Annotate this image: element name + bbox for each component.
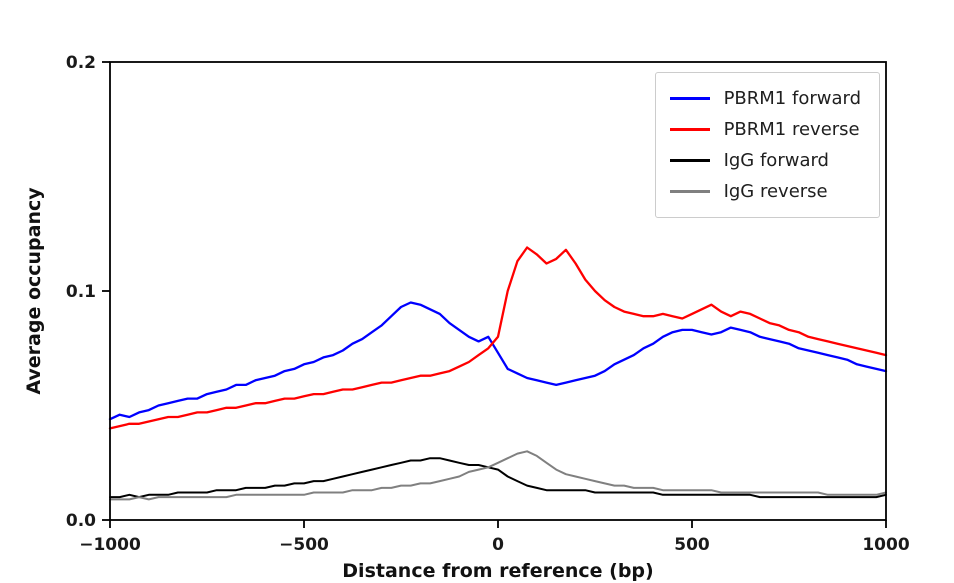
legend-line-swatch bbox=[669, 190, 710, 193]
legend-label: PBRM1 reverse bbox=[723, 119, 860, 140]
series-line-igg-reverse bbox=[109, 450, 887, 501]
legend-label: IgG forward bbox=[723, 150, 829, 171]
legend-label: IgG reverse bbox=[723, 181, 828, 202]
legend-item: PBRM1 reverse bbox=[669, 114, 861, 145]
legend-label: PBRM1 forward bbox=[723, 88, 861, 109]
x-tick-label: 1000 bbox=[862, 535, 909, 555]
y-tick-label: 0.2 bbox=[66, 53, 96, 73]
y-axis-label: Average occupancy bbox=[23, 187, 45, 395]
legend-line-swatch bbox=[669, 128, 710, 131]
x-tick-label: −500 bbox=[279, 535, 329, 555]
legend-item: PBRM1 forward bbox=[669, 83, 861, 114]
y-tick-label: 0.0 bbox=[66, 511, 96, 531]
y-tick-label: 0.1 bbox=[66, 282, 96, 302]
legend-line-swatch bbox=[669, 97, 710, 100]
series-line-igg-forward bbox=[109, 457, 887, 499]
series-line-pbrm1-reverse bbox=[108, 246, 888, 430]
x-tick-label: 0 bbox=[492, 535, 504, 555]
series-line-pbrm1-forward bbox=[108, 301, 888, 421]
legend-line-swatch bbox=[669, 159, 710, 162]
chart-legend: PBRM1 forward PBRM1 reverse IgG forward … bbox=[654, 72, 880, 218]
legend-item: IgG reverse bbox=[669, 176, 861, 207]
legend-item: IgG forward bbox=[669, 145, 861, 176]
x-tick-label: 500 bbox=[674, 535, 710, 555]
x-axis-label: Distance from reference (bp) bbox=[342, 560, 654, 582]
x-tick-label: −1000 bbox=[79, 535, 141, 555]
